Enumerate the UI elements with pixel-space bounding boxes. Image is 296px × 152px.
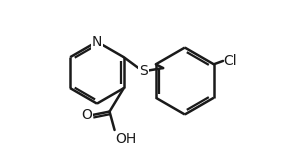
Text: N: N <box>92 35 102 49</box>
Text: OH: OH <box>115 132 137 146</box>
Text: O: O <box>81 108 92 122</box>
Text: S: S <box>139 64 147 78</box>
Text: Cl: Cl <box>223 54 237 68</box>
